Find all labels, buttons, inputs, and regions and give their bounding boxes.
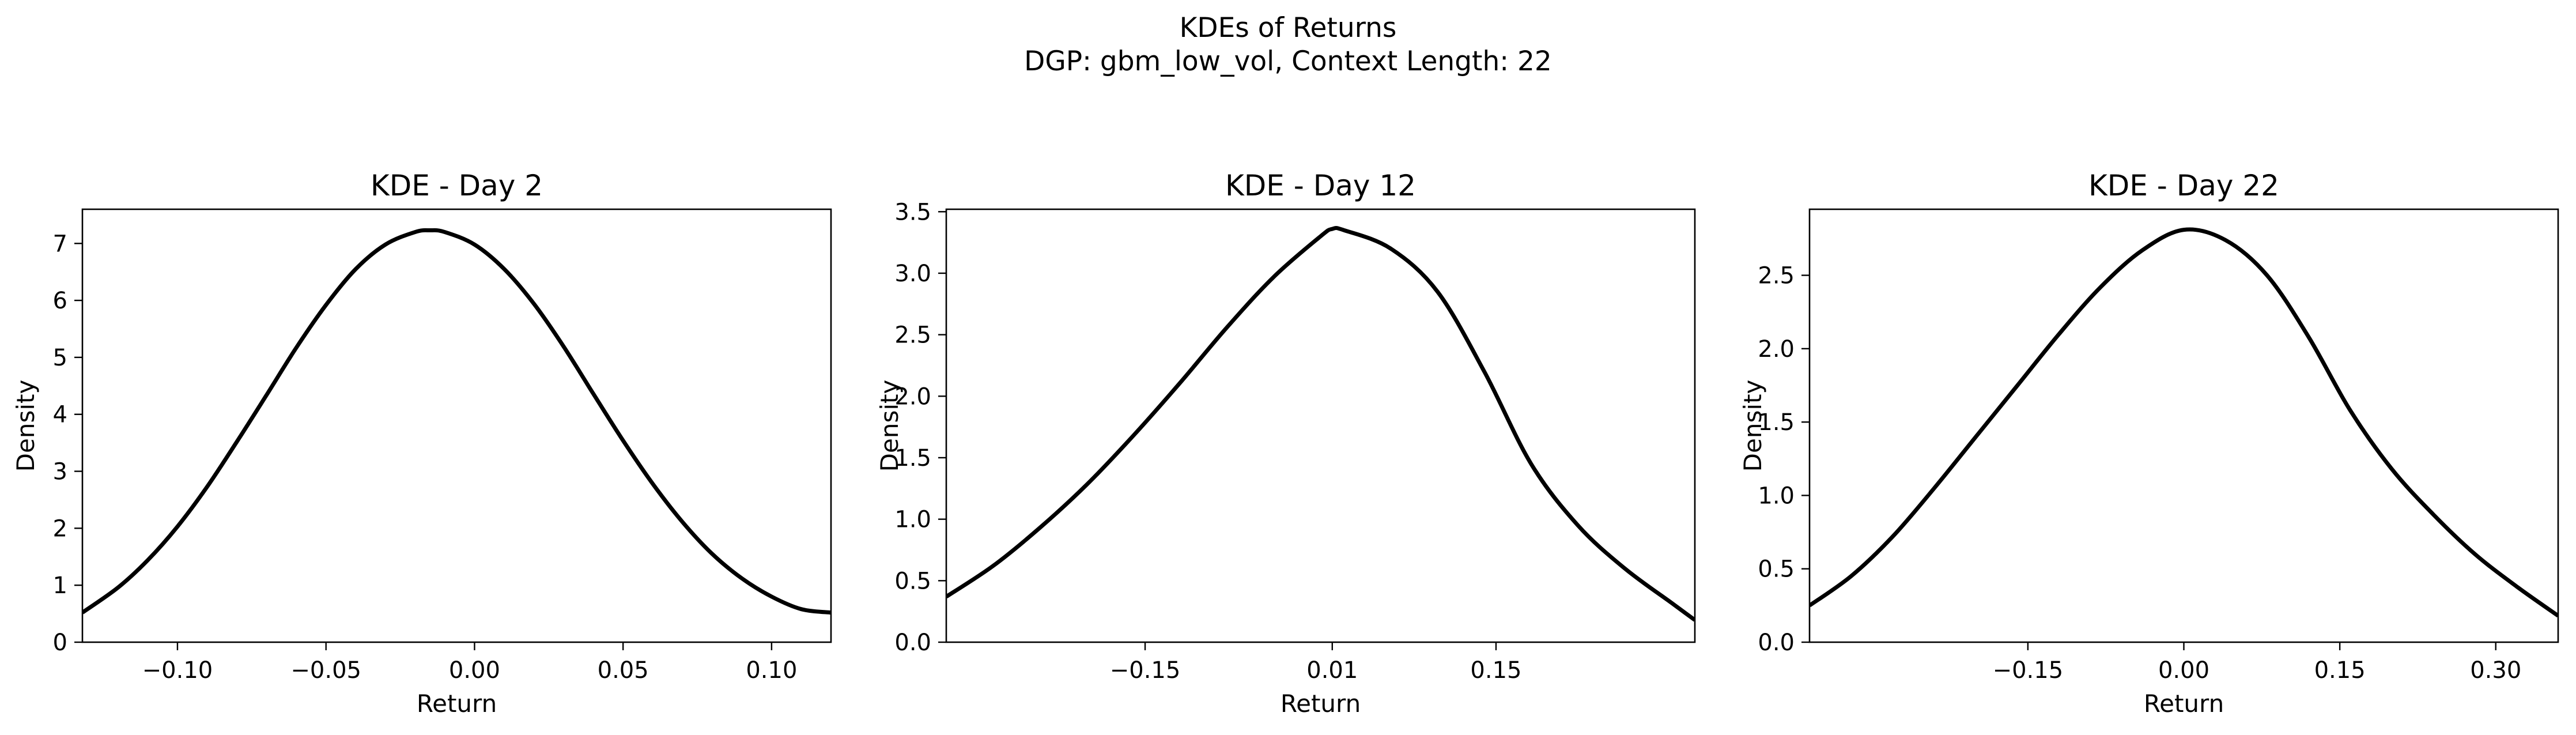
y-tick-label: 1.0	[1758, 483, 1795, 509]
kde-curve	[1810, 227, 2558, 618]
y-tick-label: 2.0	[1758, 336, 1795, 363]
y-tick-label: 2.0	[894, 383, 931, 410]
kde-curve	[946, 225, 1695, 622]
y-tick-label: 3.0	[894, 261, 931, 287]
y-tick-label: 2	[53, 515, 67, 542]
y-tick-label: 0.5	[894, 568, 931, 594]
y-tick-label: 3	[53, 459, 67, 485]
x-tick-label: −0.15	[1993, 657, 2064, 684]
x-tick-label: 0.15	[1470, 657, 1521, 684]
x-tick-label: 0.05	[598, 657, 649, 684]
y-tick-label: 1	[53, 572, 67, 599]
y-tick-label: 2.5	[894, 322, 931, 349]
subplot-title: KDE - Day 2	[371, 169, 543, 202]
subplot-day-2: −0.15 0.01 0.15 0.0 0.5 1.0 1.5 2.0 2.5 3.0 3.5 KDE…	[875, 169, 1696, 718]
subplot-title: KDE - Day 12	[1225, 169, 1416, 202]
axes-frame	[945, 208, 1696, 643]
y-tick-label: 2.5	[1758, 263, 1795, 289]
y-tick-label: 1.5	[1758, 409, 1795, 436]
x-tick-label: 0.15	[2314, 657, 2366, 684]
x-tick-label: −0.10	[142, 657, 213, 684]
subplot-title: KDE - Day 22	[2088, 169, 2279, 202]
x-axis-label: Return	[417, 689, 497, 718]
x-tick-label: 0.01	[1306, 657, 1358, 684]
kde-curve	[82, 228, 831, 615]
y-tick-label: 0.0	[894, 630, 931, 656]
y-tick-label: 1.0	[894, 507, 931, 533]
y-tick-label: 4	[53, 402, 67, 428]
subplots-group: −0.10 −0.05 0.00 0.05 0.10 0 1 2 3 4 5 6 7 KDE - Day …	[12, 169, 2559, 718]
figure-subtitle: DGP: gbm_low_vol, Context Length: 22	[1024, 46, 1552, 77]
x-tick-label: −0.15	[1110, 657, 1181, 684]
y-axis-label: Density	[875, 380, 904, 472]
y-tick-label: 6	[53, 288, 67, 314]
subplot-day-3: −0.15 0.00 0.15 0.30 0.0 0.5 1.0 1.5 2.0 2.5 KDE -…	[1739, 169, 2559, 718]
x-axis-label: Return	[1281, 689, 1361, 718]
x-tick-label: 0.30	[2470, 657, 2521, 684]
y-axis-label: Density	[1739, 380, 1767, 472]
figure-title: KDEs of Returns	[1180, 12, 1397, 44]
y-tick-label: 3.5	[894, 199, 931, 225]
x-axis-label: Return	[2144, 689, 2224, 718]
y-tick-label: 1.5	[894, 445, 931, 472]
y-tick-label: 7	[53, 231, 67, 257]
y-axis-label: Density	[12, 380, 40, 472]
x-tick-label: 0.00	[2158, 657, 2209, 684]
y-tick-label: 5	[53, 345, 67, 371]
x-tick-label: 0.00	[449, 657, 500, 684]
x-tick-label: −0.05	[290, 657, 361, 684]
y-tick-label: 0.0	[1758, 630, 1795, 656]
axes-frame	[81, 208, 832, 643]
subplot-day-1: −0.10 −0.05 0.00 0.05 0.10 0 1 2 3 4 5 6 7 KDE - Day …	[12, 169, 832, 718]
x-tick-label: 0.10	[746, 657, 797, 684]
y-tick-label: 0	[53, 630, 67, 656]
y-tick-label: 0.5	[1758, 556, 1795, 583]
